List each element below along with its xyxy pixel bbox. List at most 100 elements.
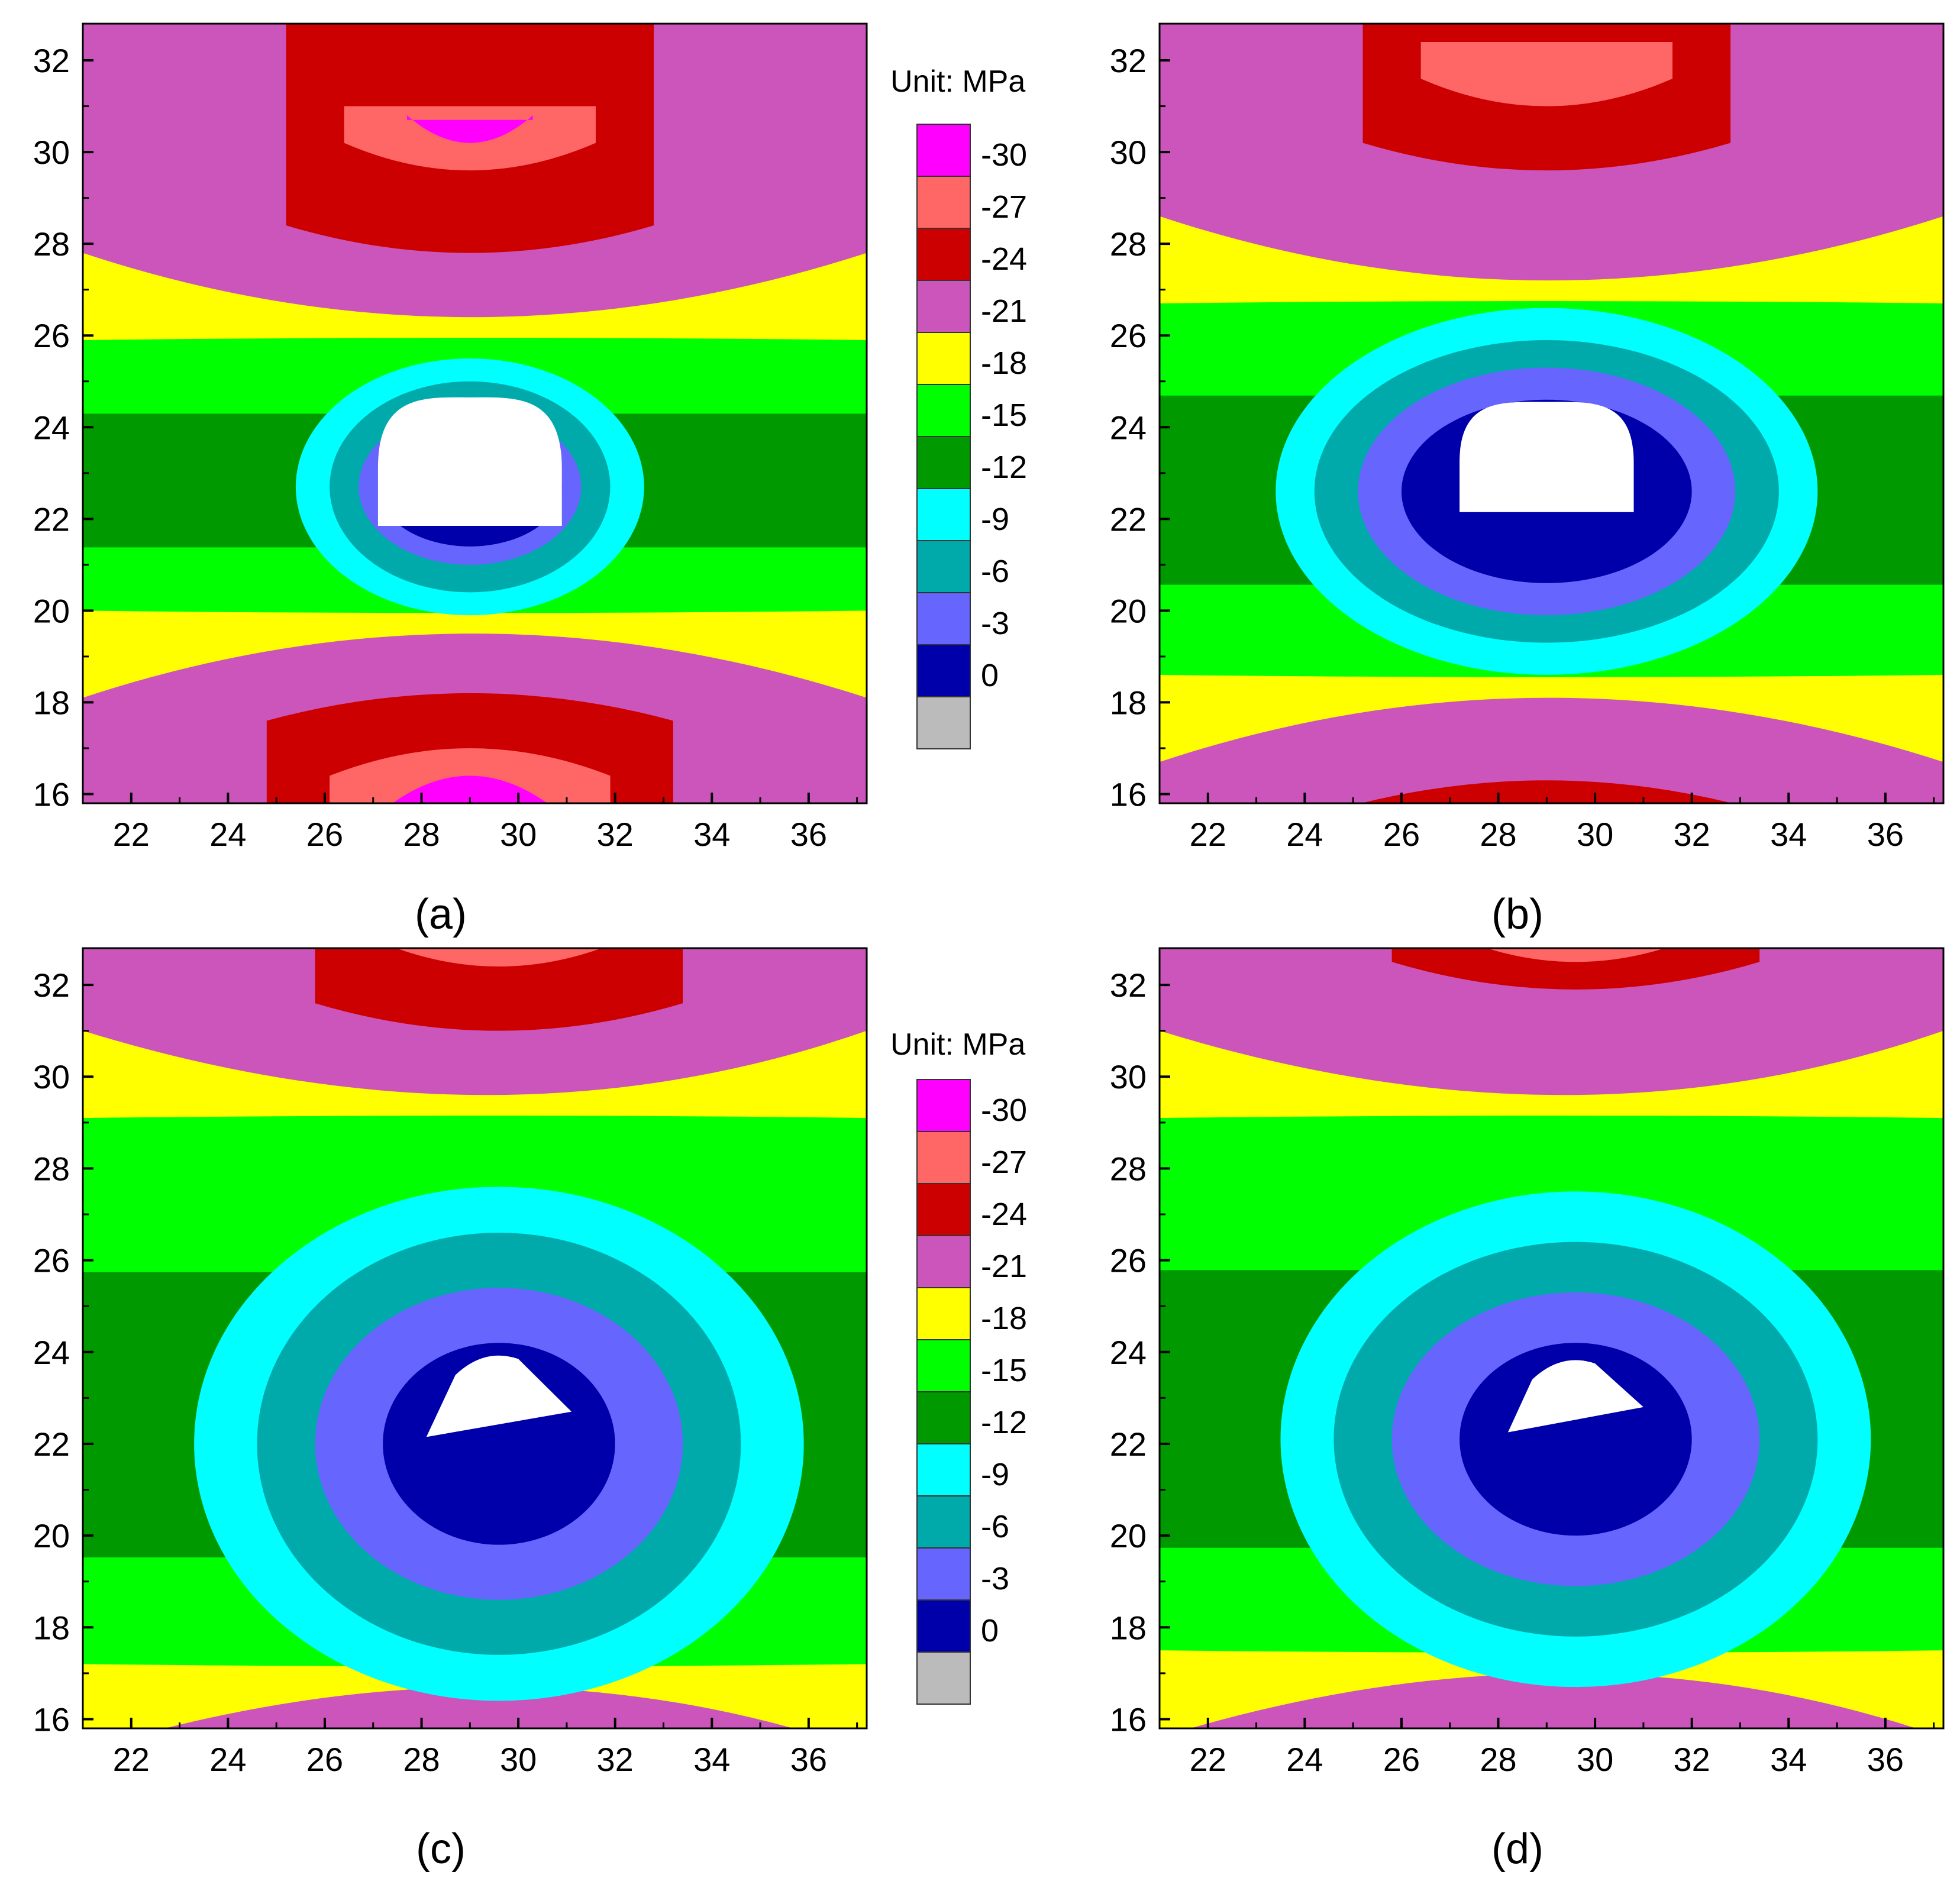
opening xyxy=(1459,402,1634,512)
x-tick-label: 24 xyxy=(209,1741,246,1778)
legend-swatch xyxy=(916,1235,971,1288)
y-tick-label: 20 xyxy=(33,592,70,629)
legend-swatch xyxy=(916,1547,971,1601)
legend-swatch xyxy=(916,1131,971,1184)
legend-swatch xyxy=(916,228,971,281)
plot-frame xyxy=(1158,22,1945,804)
x-tick-label: 26 xyxy=(1383,816,1420,853)
panel-a: 22 24 26 28 30 32 34 36 16 18 20 22 24 26 28 30 32 (a) xyxy=(33,22,868,938)
x-tick-label: 22 xyxy=(1190,1741,1226,1778)
zone-red-bottom xyxy=(1361,780,1732,803)
legend-swatch xyxy=(916,332,971,385)
legend-level-label: -18 xyxy=(981,345,1027,381)
y-tick-label: 24 xyxy=(33,409,70,446)
x-tick-label: 30 xyxy=(1577,1741,1613,1778)
y-tick-label: 28 xyxy=(1110,225,1147,263)
opening xyxy=(377,397,562,526)
panel-a-plot: 22 24 26 28 30 32 34 36 16 18 20 22 24 26 28 30 32 xyxy=(33,22,868,853)
legend-swatch xyxy=(916,696,971,749)
legend-level-label: -18 xyxy=(981,1301,1027,1336)
x-tick-label: 30 xyxy=(500,816,537,853)
legend-swatch xyxy=(916,1443,971,1496)
x-tick-label: 34 xyxy=(1770,816,1807,853)
zone-pink-top xyxy=(396,948,602,967)
panel-d-field xyxy=(1160,948,1943,1802)
legend-level-label: -12 xyxy=(981,1405,1027,1440)
legend-level-label: 0 xyxy=(981,658,999,693)
legend-level-label: -24 xyxy=(981,1197,1027,1232)
panel-b-field xyxy=(1160,24,1943,803)
legend-level-label: -27 xyxy=(981,189,1027,225)
x-tick-label: 26 xyxy=(306,1741,343,1778)
y-tick-label: 18 xyxy=(1110,1609,1147,1646)
x-tick-label: 36 xyxy=(1867,816,1904,853)
y-tick-label: 20 xyxy=(1110,592,1147,629)
x-tick-label: 32 xyxy=(597,1741,634,1778)
x-tick-label: 24 xyxy=(1286,816,1323,853)
y-tick-label: 26 xyxy=(1110,1242,1147,1279)
panel-b: 22 24 26 28 30 32 34 36 16 18 20 22 24 26 28 30 32 (b) xyxy=(1110,22,1945,938)
legend-swatch xyxy=(916,384,971,437)
x-tick-label: 22 xyxy=(113,1741,150,1778)
legend-level-label: -21 xyxy=(981,293,1027,329)
legend-swatch xyxy=(916,280,971,333)
x-tick-label: 34 xyxy=(1770,1741,1807,1778)
x-tick-label: 28 xyxy=(1480,1741,1516,1778)
y-tick-label: 32 xyxy=(33,967,70,1004)
x-tick-label: 32 xyxy=(1674,1741,1710,1778)
y-tick-label: 26 xyxy=(1110,317,1147,354)
x-tick-label: 24 xyxy=(209,816,246,853)
y-tick-label: 26 xyxy=(33,1242,70,1279)
legend-swatch xyxy=(916,124,971,177)
panel-c-field xyxy=(83,948,867,1728)
x-tick-label: 36 xyxy=(790,1741,827,1778)
y-tick-label: 16 xyxy=(33,1701,70,1738)
x-tick-label: 36 xyxy=(790,816,827,853)
x-tick-label: 26 xyxy=(306,816,343,853)
y-tick-label: 16 xyxy=(1110,1701,1147,1738)
zone-magenta-bottom xyxy=(1160,1738,1943,1802)
legend-level-label: -3 xyxy=(981,606,1009,641)
x-tick-label: 28 xyxy=(403,816,440,853)
legend-swatch xyxy=(916,436,971,489)
legend-level-label: -6 xyxy=(981,554,1009,589)
y-tick-label: 18 xyxy=(33,684,70,721)
panel-b-label: (b) xyxy=(1491,891,1544,938)
legend-level-label: -6 xyxy=(981,1509,1009,1544)
legend-level-label: -15 xyxy=(981,397,1027,433)
zone-core-bottom xyxy=(392,775,548,803)
panel-b-plot: 22 24 26 28 30 32 34 36 16 18 20 22 24 26 28 30 32 xyxy=(1110,22,1945,853)
ring-navy xyxy=(1459,1343,1692,1536)
legend-top: Unit: MPa -30-27-24-21-18-15-12-9-6-30 xyxy=(890,64,1027,749)
zone-red-top xyxy=(1391,948,1760,990)
panel-c-plot: 22 24 26 28 30 32 34 36 16 18 20 22 24 26 28 30 32 xyxy=(33,947,868,1778)
y-tick-label: 16 xyxy=(1110,775,1147,813)
y-tick-label: 22 xyxy=(1110,500,1147,538)
x-tick-label: 32 xyxy=(597,816,634,853)
x-tick-label: 34 xyxy=(693,816,730,853)
legend-level-label: -30 xyxy=(981,137,1027,173)
x-tick-label: 26 xyxy=(1383,1741,1420,1778)
legend-swatch xyxy=(916,1391,971,1444)
legend-level-label: -15 xyxy=(981,1353,1027,1388)
y-tick-label: 28 xyxy=(33,1150,70,1187)
legend-swatch xyxy=(916,592,971,645)
y-tick-label: 26 xyxy=(33,317,70,354)
panel-d-label: (d) xyxy=(1491,1825,1544,1873)
y-tick-label: 24 xyxy=(33,1334,70,1371)
y-tick-label: 30 xyxy=(1110,1058,1147,1095)
panel-a-label: (a) xyxy=(415,891,467,938)
plot-frame xyxy=(82,22,868,804)
opening xyxy=(426,1355,572,1437)
zone-core-top xyxy=(406,115,533,143)
legend-top-swatches: -30-27-24-21-18-15-12-9-6-30 xyxy=(916,124,1027,749)
x-tick-label: 36 xyxy=(1867,1741,1904,1778)
panel-c-label: (c) xyxy=(416,1825,466,1873)
y-tick-label: 24 xyxy=(1110,409,1147,446)
legend-level-label: -3 xyxy=(981,1561,1009,1596)
opening xyxy=(1507,1360,1643,1433)
x-tick-label: 22 xyxy=(113,816,150,853)
y-tick-label: 28 xyxy=(1110,1150,1147,1187)
y-tick-label: 20 xyxy=(1110,1517,1147,1554)
